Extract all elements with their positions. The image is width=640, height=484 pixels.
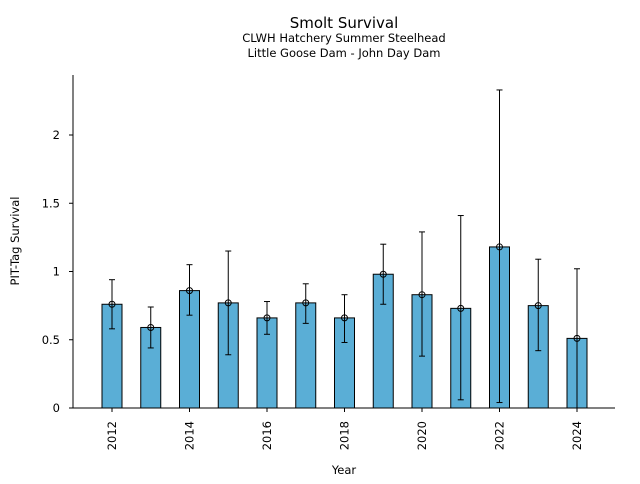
x-tick-label: 2012 xyxy=(105,421,119,450)
y-axis-label: PIT-Tag Survival xyxy=(8,197,22,286)
point-marker-2013 xyxy=(147,323,155,331)
point-marker-2022 xyxy=(496,243,503,251)
chart-marks: 0 0.5 1 1.5 2 2012 2014 2016 2018 2020 2022 2024 xyxy=(42,89,588,450)
y-tick-label: 1.5 xyxy=(42,196,60,210)
point-marker-2017 xyxy=(302,299,310,307)
x-tick-label: 2018 xyxy=(338,421,352,450)
point-marker-2012 xyxy=(108,300,116,308)
y-tick-label: 1 xyxy=(53,265,60,279)
point-marker-2023 xyxy=(534,302,542,310)
point-marker-2018 xyxy=(341,314,348,322)
x-axis-label: Year xyxy=(331,463,357,477)
x-tick-label: 2022 xyxy=(493,421,507,450)
chart-subtitle-line-1: CLWH Hatchery Summer Steelhead xyxy=(242,31,445,45)
point-marker-2016 xyxy=(263,314,271,322)
point-marker-2024 xyxy=(573,334,581,342)
x-tick-label: 2014 xyxy=(183,421,197,450)
x-tick-label: 2024 xyxy=(570,421,584,450)
x-tick-label: 2016 xyxy=(260,421,274,450)
point-marker-2015 xyxy=(224,299,232,307)
point-marker-2021 xyxy=(457,304,465,312)
chart-title: Smolt Survival xyxy=(290,14,399,32)
point-marker-2020 xyxy=(418,291,426,299)
chart-subtitle-line-2: Little Goose Dam - John Day Dam xyxy=(248,46,441,60)
x-tick-label: 2020 xyxy=(415,421,429,450)
point-marker-2019 xyxy=(379,270,387,278)
y-tick-label: 2 xyxy=(53,128,60,142)
y-tick-label: 0 xyxy=(53,401,60,415)
point-marker-2014 xyxy=(186,287,193,295)
y-tick-label: 0.5 xyxy=(42,333,60,347)
